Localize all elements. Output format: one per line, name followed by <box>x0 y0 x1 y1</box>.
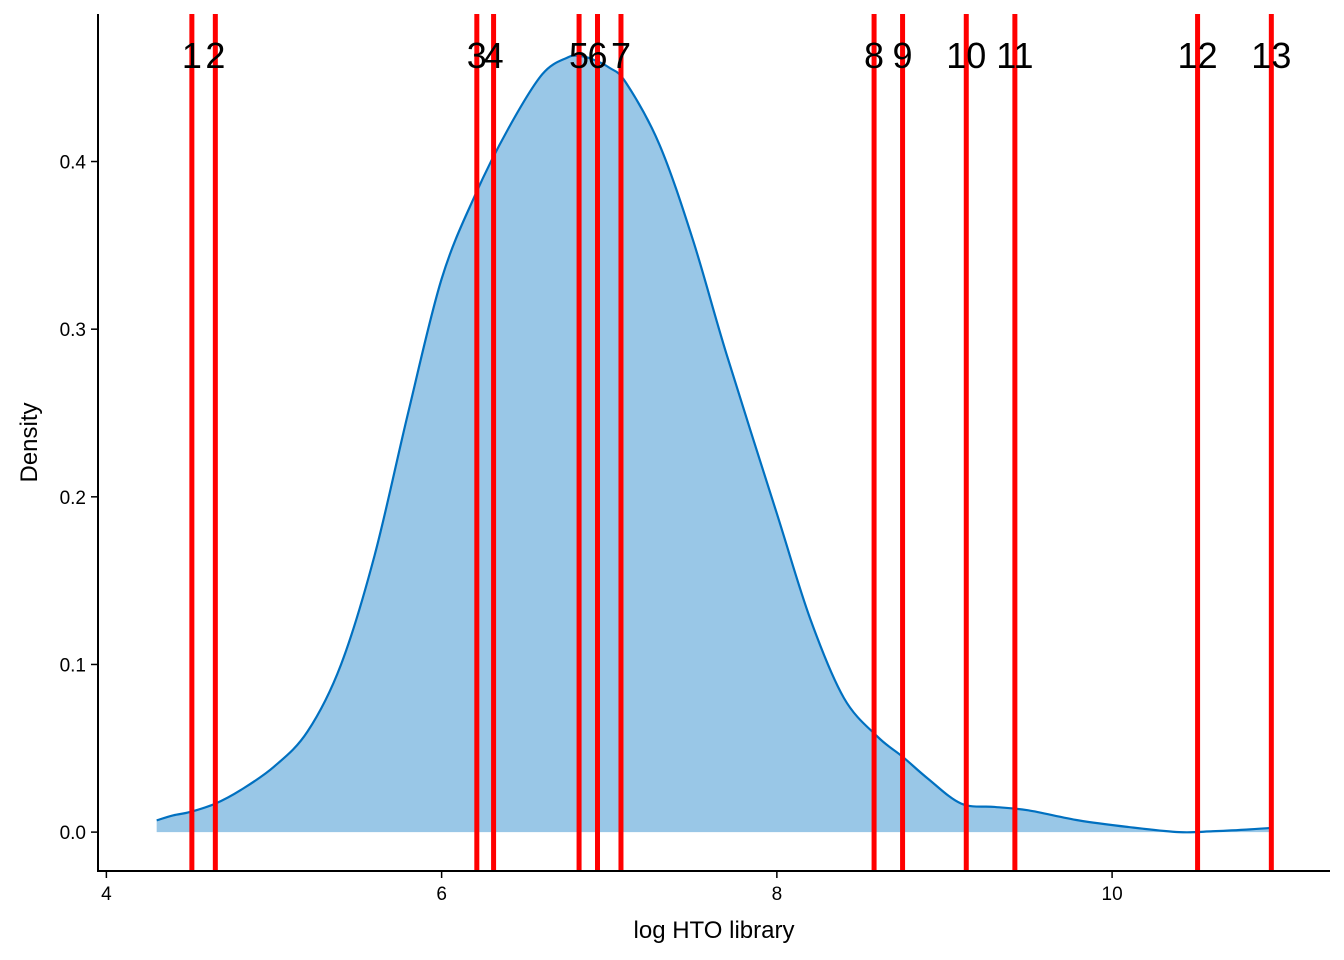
density-area <box>156 55 1272 833</box>
y-axis-title: Density <box>16 402 43 482</box>
x-tick-label-6: 6 <box>436 884 447 905</box>
vline-label-8: 8 <box>864 35 884 76</box>
vline-label-10: 10 <box>946 35 986 76</box>
vline-label-1: 1 <box>182 35 202 76</box>
vline-label-5: 5 <box>569 35 589 76</box>
density-layer <box>156 54 1272 834</box>
vline-label-3: 3 <box>467 35 487 76</box>
density-curve <box>156 54 1272 834</box>
y-tick-label-0.3: 0.3 <box>60 320 86 341</box>
axes: 4 6 8 10 0.0 0.1 0.2 0.3 0.4 <box>60 14 1330 905</box>
vline-label-13: 13 <box>1251 35 1291 76</box>
y-tick-label-0.0: 0.0 <box>60 823 86 844</box>
x-tick-label-8: 8 <box>772 884 783 905</box>
y-tick-label-0.4: 0.4 <box>60 153 87 174</box>
vline-label-4: 4 <box>484 35 504 76</box>
vline-label-11: 11 <box>996 35 1033 76</box>
x-tick-label-10: 10 <box>1102 884 1123 905</box>
vline-label-2: 2 <box>205 35 225 76</box>
vline-label-7: 7 <box>611 35 631 76</box>
x-axis-title: log HTO library <box>634 917 795 944</box>
y-tick-label-0.2: 0.2 <box>60 488 86 509</box>
vline-label-12: 12 <box>1178 35 1218 76</box>
vline-label-6: 6 <box>587 35 607 76</box>
x-tick-label-4: 4 <box>101 884 112 905</box>
y-tick-label-0.1: 0.1 <box>60 655 86 676</box>
vline-layer: 1 2 34 56 7 8 9 10 11 12 13 <box>182 14 1291 871</box>
vline-label-9: 9 <box>893 35 913 76</box>
